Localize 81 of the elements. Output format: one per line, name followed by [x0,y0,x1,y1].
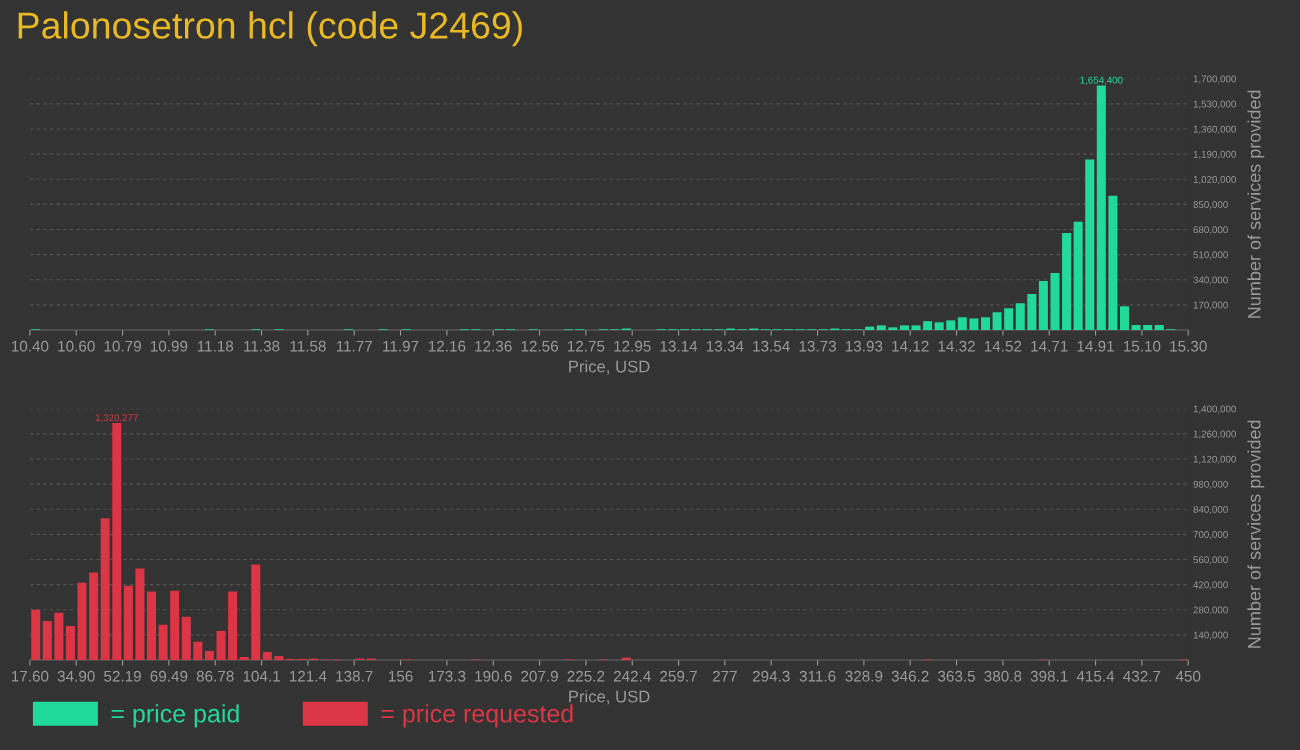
y-tick-label: 850,000 [1193,201,1228,210]
legend-label: = price requested [381,704,573,728]
legend-label: = price paid [111,704,239,728]
x-tick-label: 432.7 [1123,670,1161,682]
y-tick-label: 1,020,000 [1193,175,1236,185]
x-tick-label: 11.58 [290,340,326,352]
x-tick-label: 380.8 [984,670,1022,682]
y-axis-title: Number of services provided [1247,420,1265,648]
x-tick-label: 415.4 [1076,670,1115,682]
x-tick-label: 13.14 [660,340,698,352]
y-tick-label: 1,260,000 [1193,430,1236,439]
y-tick-label: 840,000 [1193,505,1228,515]
x-tick-label: 13.34 [706,340,744,352]
x-tick-label: 11.97 [383,340,419,352]
x-tick-label: 12.75 [567,340,605,352]
x-tick-label: 242.4 [613,670,651,682]
x-tick-label: 207.9 [521,670,558,682]
y-tick-label: 510,000 [1193,251,1228,260]
y-tick-label: 1,530,000 [1193,100,1236,109]
data-label: 1,320,277 [95,414,138,423]
x-tick-label: 12.16 [428,340,466,352]
x-tick-label: 15.10 [1123,340,1161,352]
x-tick-label: 14.52 [984,340,1022,352]
x-tick-label: 52.19 [104,670,141,682]
x-tick-label: 17.60 [11,670,49,682]
x-tick-label: 10.79 [104,340,141,352]
y-tick-label: 1,360,000 [1193,125,1236,134]
x-tick-label: 13.54 [753,340,790,352]
x-axis-title: Price, USD [569,690,650,705]
x-tick-label: 156 [388,670,413,682]
x-tick-label: 294.3 [752,670,790,682]
y-tick-label: 560,000 [1193,556,1228,565]
y-tick-label: 140,000 [1193,631,1228,640]
data-label: 1,654,400 [1080,76,1123,85]
x-tick-label: 69.49 [150,670,188,682]
y-tick-label: 420,000 [1193,581,1228,590]
x-tick-label: 328.9 [845,670,883,682]
y-tick-label: 1,120,000 [1193,455,1236,464]
y-tick-label: 700,000 [1193,531,1228,540]
x-axis-title: Price, USD [569,360,650,375]
x-tick-label: 225.2 [567,670,605,682]
x-tick-label: 346.2 [891,670,929,682]
x-tick-label: 173.3 [428,670,466,682]
x-tick-label: 10.99 [150,340,188,352]
y-tick-label: 980,000 [1193,480,1228,489]
x-tick-label: 277 [712,670,737,682]
y-tick-label: 1,700,000 [1193,75,1236,84]
x-tick-label: 190.6 [475,670,512,682]
x-tick-label: 86.78 [196,670,234,682]
chart-title: Palonosetron hcl (code J2469) [18,11,522,47]
x-tick-label: 13.93 [845,340,883,352]
x-tick-label: 11.38 [244,340,280,352]
x-tick-label: 10.40 [11,340,49,352]
x-tick-label: 259.7 [660,670,697,682]
x-tick-label: 311.6 [799,670,836,682]
x-tick-label: 12.56 [521,340,558,352]
y-tick-label: 170,000 [1193,301,1228,310]
x-tick-label: 104.1 [243,670,280,682]
x-tick-label: 450 [1175,670,1201,682]
y-tick-label: 280,000 [1193,606,1228,615]
x-tick-label: 398.1 [1030,670,1068,682]
x-tick-label: 12.95 [614,340,651,352]
x-tick-label: 14.91 [1077,340,1114,352]
x-tick-label: 138.7 [336,670,373,682]
y-axis-title: Number of services provided [1247,90,1265,318]
x-tick-label: 11.77 [336,340,373,352]
x-tick-label: 11.18 [197,340,234,352]
y-tick-label: 1,400,000 [1193,405,1236,414]
y-tick-label: 1,190,000 [1193,150,1236,159]
y-tick-label: 340,000 [1193,276,1228,285]
x-tick-label: 14.32 [938,340,975,352]
x-tick-label: 13.73 [799,340,836,352]
x-tick-label: 15.30 [1170,340,1207,352]
x-tick-label: 12.36 [475,340,512,352]
y-tick-label: 680,000 [1193,226,1228,235]
x-tick-label: 10.60 [58,340,95,352]
x-tick-label: 14.12 [892,340,929,352]
x-tick-label: 121.4 [289,670,327,682]
x-tick-label: 363.5 [938,670,976,682]
x-tick-label: 34.90 [57,670,95,682]
x-tick-label: 14.71 [1031,340,1068,352]
